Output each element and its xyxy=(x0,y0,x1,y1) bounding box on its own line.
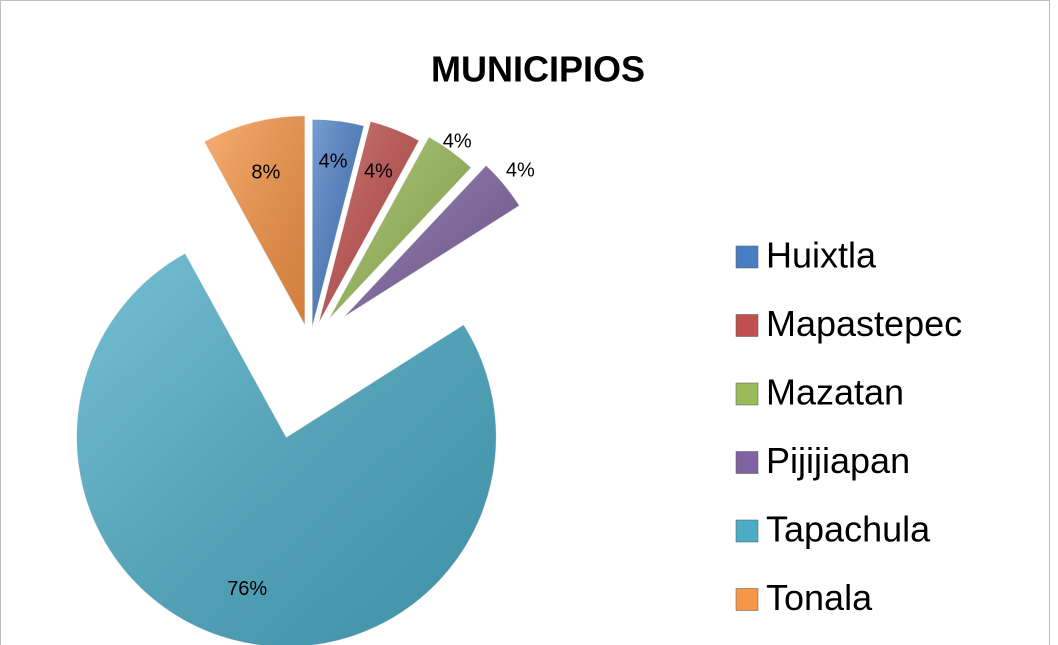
legend-label: Pijijiapan xyxy=(766,440,910,481)
legend-swatch xyxy=(735,314,759,337)
legend-swatch xyxy=(735,451,759,474)
data-label: 4% xyxy=(364,161,393,183)
legend-swatch xyxy=(735,245,759,269)
legend-swatch xyxy=(735,588,759,611)
data-label: 4% xyxy=(443,131,472,153)
legend-swatch xyxy=(735,382,759,406)
legend-label: Mapastepec xyxy=(766,303,962,344)
legend-label: Tonala xyxy=(766,577,873,618)
data-label: 76% xyxy=(227,578,267,600)
legend: Huixtla Mapastepec Mazatan Pijijiapan Tapach… xyxy=(735,235,962,618)
data-label: 8% xyxy=(251,161,280,183)
chart-title: MUNICIPIOS xyxy=(431,49,645,90)
data-label: 4% xyxy=(319,151,348,173)
legend-label: Mazatan xyxy=(766,372,904,413)
data-label: 4% xyxy=(506,159,535,181)
legend-label: Huixtla xyxy=(766,235,877,276)
legend-label: Tapachula xyxy=(766,509,931,550)
legend-swatch xyxy=(735,519,759,543)
